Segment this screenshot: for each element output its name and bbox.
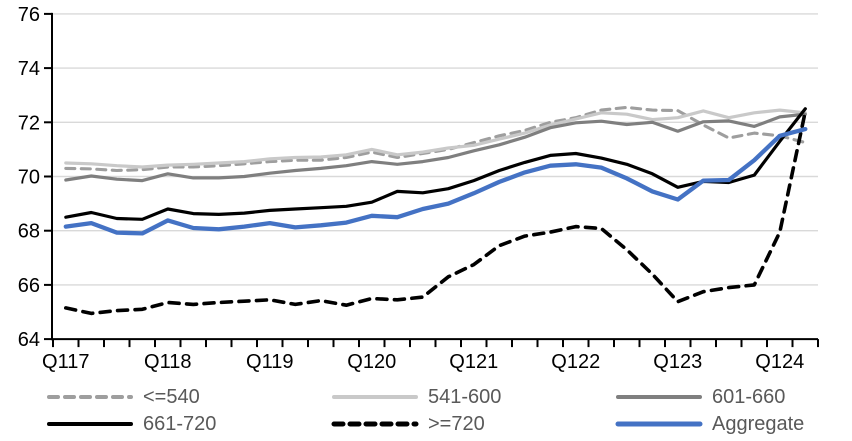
legend-label: 601-660 xyxy=(712,385,786,408)
x-axis-label: Q121 xyxy=(449,351,498,373)
legend-item-5: Aggregate xyxy=(615,411,804,437)
y-axis-label: 68 xyxy=(18,221,40,243)
series-line-1 xyxy=(64,108,807,169)
x-axis-label: Q120 xyxy=(347,351,396,373)
chart-plot-area: 64 66 68 70 72 74 76 Q117 Q118 Q119 Q120 Q121 Q122 Q1… xyxy=(18,4,819,373)
series-line-4 xyxy=(64,109,808,316)
legend-label: 541-600 xyxy=(428,385,502,408)
legend-label: <=540 xyxy=(143,385,200,408)
x-axis-label: Q118 xyxy=(144,351,191,373)
legend-item-3: 661-720 xyxy=(46,411,216,437)
legend-label: 661-720 xyxy=(143,412,217,435)
legend-swatch xyxy=(331,421,419,427)
y-axis-label: 64 xyxy=(18,329,40,351)
y-axis-label: 70 xyxy=(18,167,40,189)
legend-item-4: >=720 xyxy=(331,411,485,437)
series-line-3 xyxy=(64,107,807,221)
legend-label: >=720 xyxy=(428,412,485,435)
legend-label: Aggregate xyxy=(712,412,805,435)
legend-swatch xyxy=(332,395,418,399)
legend-row: <=540 541-600 601-660 xyxy=(46,384,836,410)
y-axis-label: 72 xyxy=(18,112,40,134)
y-axis-label: 66 xyxy=(18,275,40,297)
x-axis-label: Q122 xyxy=(551,351,600,373)
legend-item-1: 541-600 xyxy=(331,384,501,410)
x-axis-label: Q123 xyxy=(653,351,702,373)
legend-swatch xyxy=(47,422,133,426)
legend-row: 661-720 >=720 Aggregate xyxy=(46,411,836,437)
x-axis-label: Q117 xyxy=(42,351,89,373)
x-axis-label: Q124 xyxy=(755,351,804,373)
y-axis-label: 74 xyxy=(18,58,40,80)
series-line-2 xyxy=(64,112,807,183)
series-line-5 xyxy=(63,126,808,236)
y-axis-label: 76 xyxy=(18,4,40,26)
legend-swatch xyxy=(47,395,133,399)
legend-item-2: 601-660 xyxy=(615,384,785,410)
legend-item-0: <=540 xyxy=(46,384,200,410)
legend-swatch xyxy=(615,421,703,427)
x-axis-label: Q119 xyxy=(246,351,293,373)
legend-swatch xyxy=(616,395,702,399)
